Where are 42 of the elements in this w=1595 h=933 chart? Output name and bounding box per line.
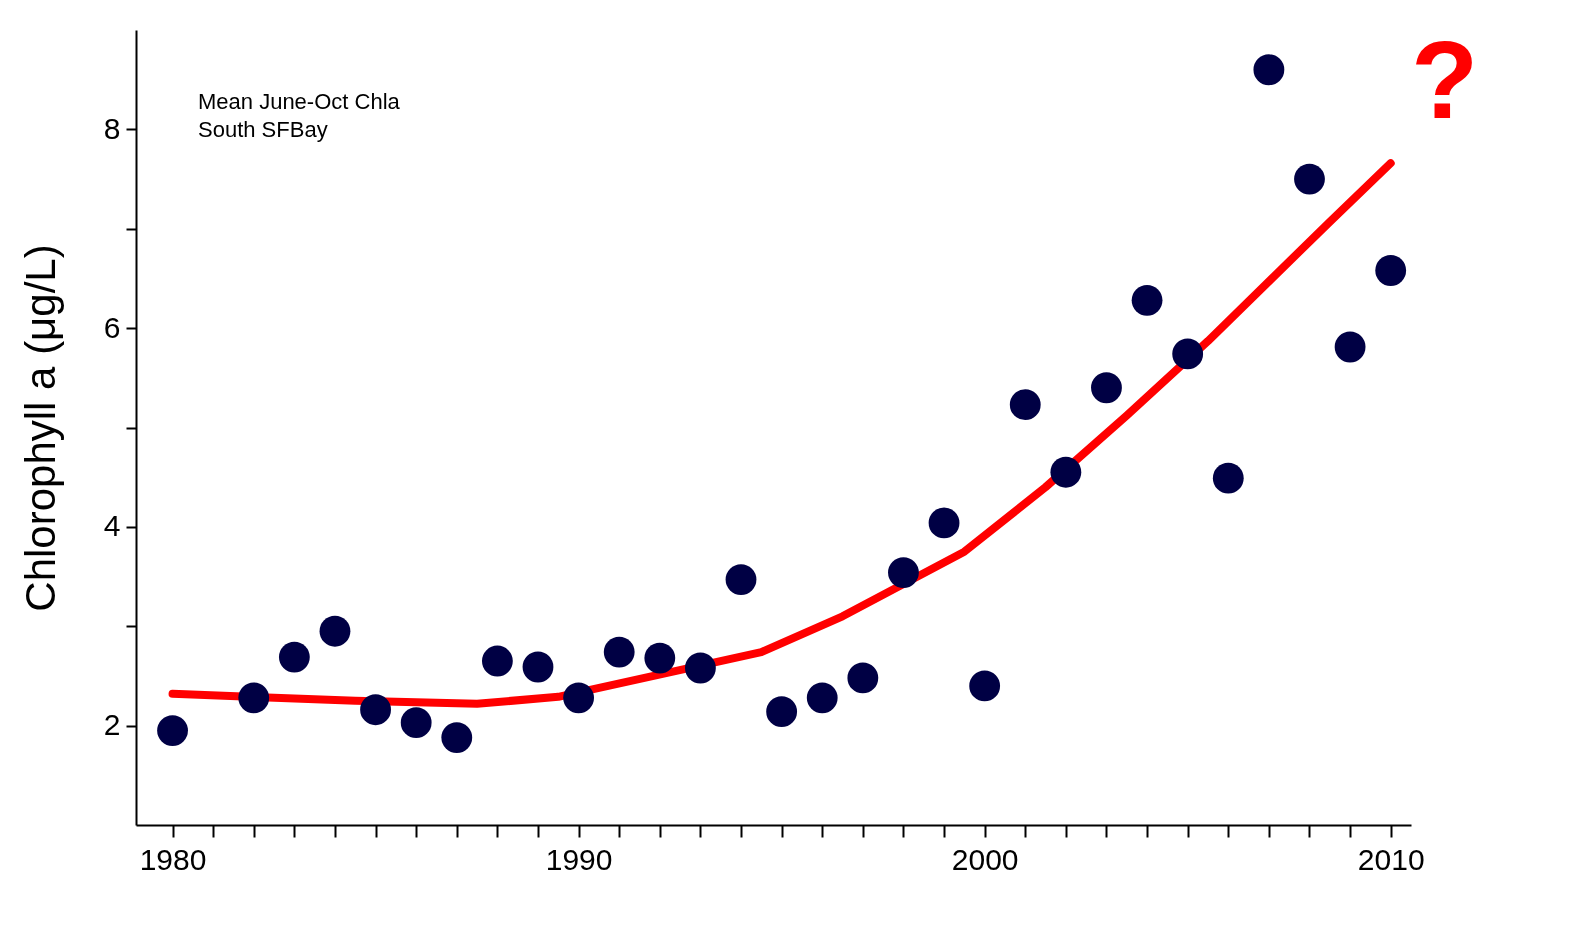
point: [1009, 389, 1041, 421]
y-axis-title: Chlorophyll a (μg/L): [16, 244, 64, 612]
point: [400, 707, 432, 739]
point: [563, 682, 595, 714]
point: [806, 682, 838, 714]
point: [685, 652, 716, 684]
point: [1334, 331, 1366, 363]
point: [928, 507, 960, 539]
point: [319, 615, 351, 647]
y-tick-label: 8: [103, 111, 121, 145]
point: [725, 564, 757, 595]
point: [1294, 163, 1325, 195]
point: [1091, 372, 1122, 404]
point: [522, 651, 554, 683]
point: [644, 642, 676, 674]
point: [1375, 255, 1407, 286]
point: [1253, 54, 1285, 86]
point: [278, 641, 310, 673]
annotation: ?: [1411, 18, 1479, 141]
point: [360, 694, 391, 726]
y-tick-label: 2: [103, 708, 121, 742]
y-tick-label: 6: [103, 310, 121, 344]
point: [441, 722, 473, 753]
point: [1212, 462, 1244, 494]
point: [603, 636, 635, 668]
point: [238, 682, 270, 714]
y-tick-label: 4: [103, 509, 121, 543]
point: [766, 696, 798, 728]
x-tick-label: 1980: [139, 842, 207, 876]
annotation: Mean June-Oct Chla: [198, 89, 401, 114]
annotation: South SFBay: [198, 117, 328, 142]
x-tick-label: 2010: [1357, 842, 1425, 876]
point: [481, 645, 513, 677]
x-tick-label: 1990: [545, 842, 613, 876]
point: [1050, 456, 1082, 488]
x-tick-label: 2000: [951, 842, 1019, 876]
point: [157, 715, 188, 746]
point: [1131, 284, 1163, 316]
point: [1172, 338, 1204, 370]
point: [888, 557, 919, 588]
point: [969, 670, 1001, 702]
point: [847, 662, 879, 694]
